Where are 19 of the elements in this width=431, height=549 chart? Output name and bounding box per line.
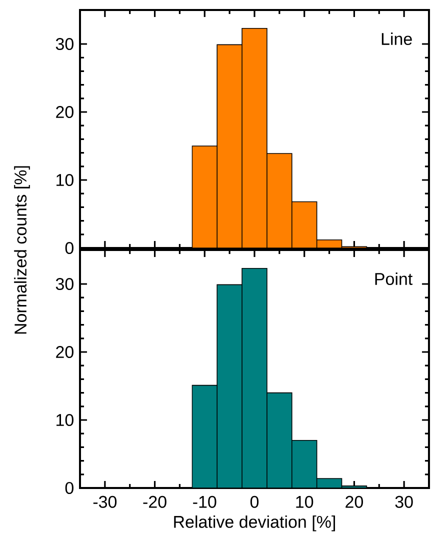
y-axis-title: Normalized counts [%]: [14, 166, 30, 334]
x-tick-label: -20: [143, 496, 166, 508]
x-tick-label: 20: [346, 496, 363, 508]
y-tick-label: 0: [65, 482, 74, 494]
y-tick-label: 10: [56, 414, 74, 426]
x-tick-label: 30: [395, 496, 413, 508]
annotation: Line: [382, 32, 412, 46]
y-tick-label: 30: [56, 278, 74, 290]
y-tick-label: 10: [56, 174, 74, 186]
x-axis-title: Relative deviation [%]: [174, 515, 335, 532]
y-tick-label: 30: [56, 38, 74, 50]
y-tick-label: 0: [65, 242, 74, 254]
x-tick-label: -10: [193, 496, 216, 508]
annotation: Point: [375, 272, 413, 286]
x-tick-label: 10: [296, 496, 314, 508]
y-tick-label: 20: [56, 106, 74, 118]
y-tick-label: 20: [56, 346, 74, 358]
x-tick-label: -30: [93, 496, 117, 508]
x-tick-label: 0: [250, 496, 259, 508]
